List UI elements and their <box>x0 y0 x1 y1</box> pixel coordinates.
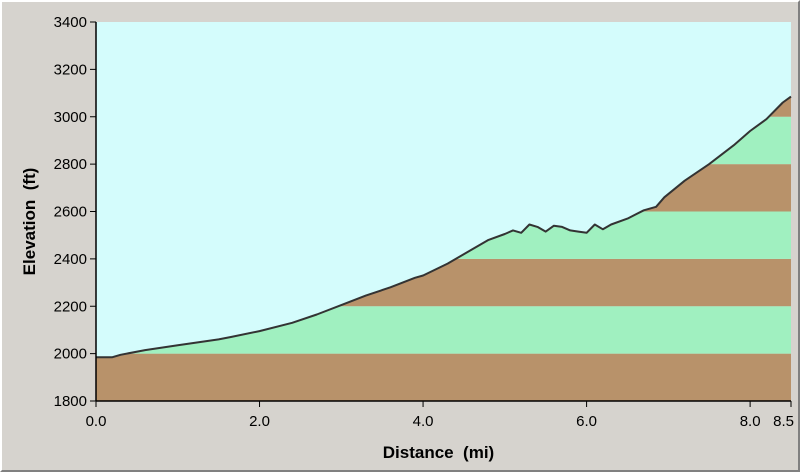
sky-area <box>96 22 791 358</box>
y-tick-label: 3000 <box>54 109 87 126</box>
y-tick-label: 1800 <box>54 393 87 410</box>
y-tick-label: 2200 <box>54 298 87 315</box>
x-tick-label: 8.5 <box>773 413 794 430</box>
y-axis-ticks: 1800 2000 2200 2400 2600 2800 3000 3200 3400 <box>54 14 96 410</box>
y-axis-title: Elevation (ft) <box>20 168 39 276</box>
x-tick-label: 8.0 <box>740 413 761 430</box>
x-tick-label: 2.0 <box>249 413 270 430</box>
elevation-band <box>96 353 791 401</box>
y-tick-label: 2000 <box>54 346 87 363</box>
x-axis-title: Distance (mi) <box>383 443 494 462</box>
y-tick-label: 2800 <box>54 156 87 173</box>
x-tick-label: 4.0 <box>413 413 434 430</box>
y-tick-label: 2400 <box>54 251 87 268</box>
x-axis-ticks: 0.0 2.0 4.0 6.0 8.0 8.5 <box>86 401 794 430</box>
elevation-profile-line <box>96 95 792 359</box>
y-tick-label: 3400 <box>54 14 87 31</box>
y-tick-label: 3200 <box>54 61 87 78</box>
y-tick-label: 2600 <box>54 204 87 221</box>
x-tick-label: 6.0 <box>576 413 597 430</box>
x-tick-label: 0.0 <box>86 413 107 430</box>
